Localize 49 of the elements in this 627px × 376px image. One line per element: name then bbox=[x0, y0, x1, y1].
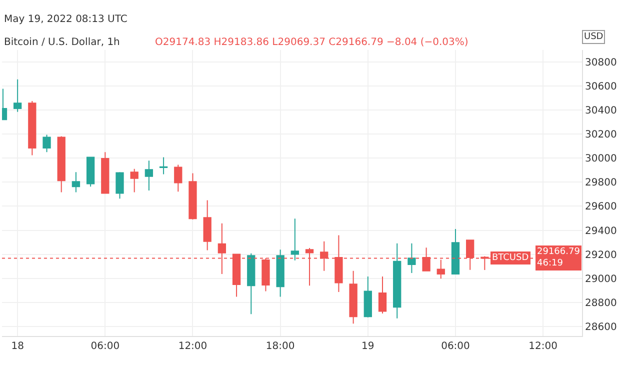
x-tick-label: 12:00 bbox=[178, 341, 208, 352]
ref-line-label: BTCUSD bbox=[492, 253, 529, 263]
y-tick-label: 29400 bbox=[585, 226, 617, 237]
candlestick bbox=[203, 200, 212, 251]
annotation: 29166.79 bbox=[537, 247, 580, 257]
y-tick-label: 28600 bbox=[585, 322, 617, 333]
y-tick-label: 30800 bbox=[585, 58, 617, 69]
candlestick bbox=[290, 218, 299, 261]
candlestick bbox=[101, 152, 110, 194]
chart-title: Bitcoin / U.S. Dollar, 1h bbox=[4, 37, 130, 48]
y-tick-label: 28800 bbox=[585, 298, 617, 309]
x-tick-label: 19 bbox=[362, 341, 374, 352]
candlestick bbox=[393, 242, 402, 319]
x-tick-label: 06:00 bbox=[90, 341, 120, 352]
y-tick-label: 30200 bbox=[585, 130, 617, 141]
x-tick-label: 18:00 bbox=[266, 341, 295, 352]
candlestick bbox=[144, 160, 154, 191]
y-tick-label: 29800 bbox=[585, 178, 617, 189]
candlestick bbox=[86, 156, 95, 188]
candlestick bbox=[72, 172, 80, 193]
annotation: 46:19 bbox=[537, 258, 564, 269]
candlestick bbox=[116, 172, 124, 200]
candlestick bbox=[57, 136, 66, 193]
candlestick bbox=[451, 228, 460, 274]
y-tick-label: 29200 bbox=[585, 250, 617, 261]
candlestick bbox=[42, 134, 51, 153]
chart-subtitle: O29174.83 H29183.86 L29069.37 C29166.79 −8.04 (−0.03%) bbox=[155, 37, 468, 48]
x-tick-label: 06:00 bbox=[441, 341, 470, 352]
candlestick bbox=[364, 276, 372, 318]
candlestick bbox=[159, 156, 168, 175]
candlestick bbox=[188, 172, 197, 220]
candlestick bbox=[13, 78, 22, 112]
candlestick bbox=[349, 270, 358, 324]
candlestick bbox=[276, 249, 284, 298]
candlestick bbox=[28, 100, 36, 156]
y-tick-label: 29000 bbox=[585, 274, 617, 285]
y-tick-label: 30400 bbox=[585, 106, 617, 117]
candlestick bbox=[130, 168, 138, 193]
candlestick bbox=[174, 164, 182, 192]
y-tick-label: 30600 bbox=[585, 82, 617, 93]
x-tick-label: 12:00 bbox=[528, 341, 558, 352]
x-tick-label: 18 bbox=[11, 341, 24, 352]
candlestick bbox=[378, 276, 387, 314]
y-tick-label: 29600 bbox=[585, 202, 617, 213]
text: May 19, 2022 08:13 UTC bbox=[4, 14, 128, 25]
text: USD bbox=[584, 32, 604, 42]
y-tick-label: 30000 bbox=[585, 154, 617, 165]
candlestick bbox=[247, 252, 256, 315]
candlestick bbox=[408, 242, 416, 274]
